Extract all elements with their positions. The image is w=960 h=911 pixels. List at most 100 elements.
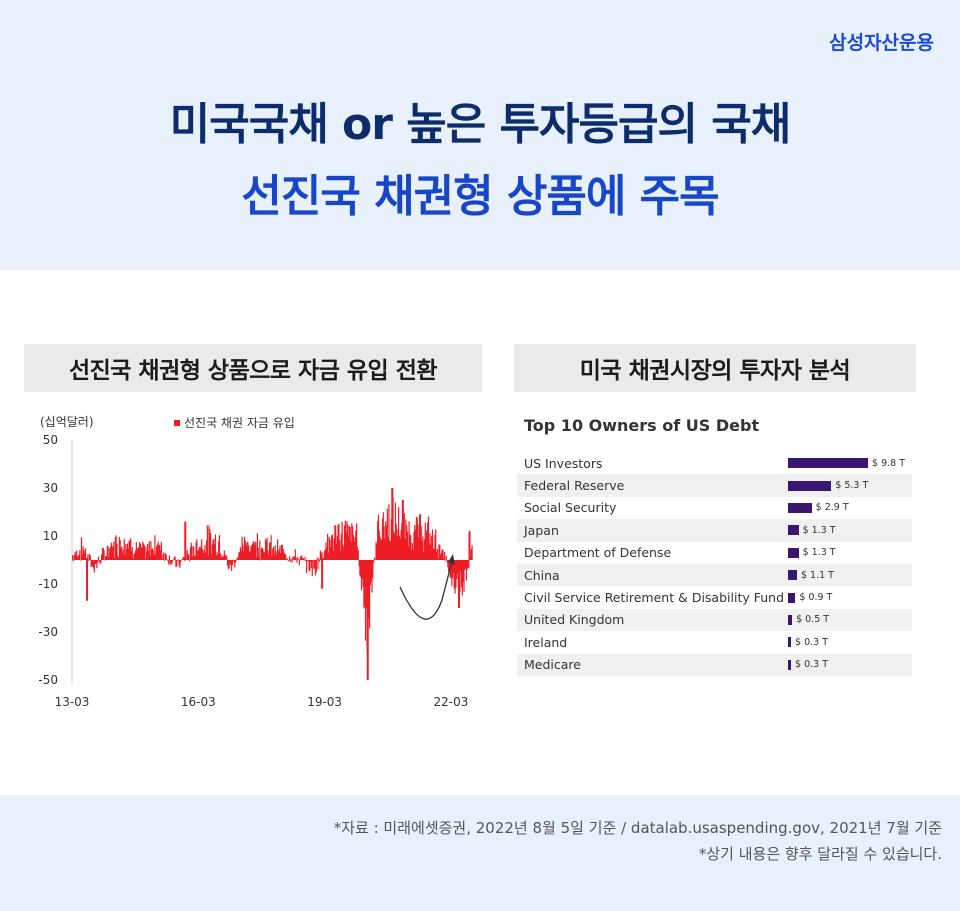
flow-bar bbox=[118, 557, 120, 560]
flow-bar bbox=[338, 523, 340, 560]
flow-bar bbox=[228, 560, 230, 569]
flow-bar bbox=[213, 538, 215, 560]
flow-bar bbox=[151, 549, 153, 560]
flow-bar bbox=[248, 551, 250, 560]
flow-bar bbox=[214, 534, 217, 560]
flow-bar bbox=[151, 548, 154, 560]
flow-bar bbox=[194, 556, 196, 560]
flow-bar bbox=[381, 539, 383, 560]
flow-bar bbox=[330, 547, 332, 560]
flow-bar bbox=[147, 550, 150, 560]
flow-bar bbox=[407, 546, 409, 560]
debt-value-label: $ 0.5 T bbox=[796, 614, 830, 626]
rebound-arrowhead bbox=[448, 554, 455, 565]
flow-bar bbox=[120, 548, 122, 560]
debt-value-bar bbox=[788, 525, 799, 536]
flow-bar bbox=[200, 546, 202, 560]
flow-bar bbox=[87, 554, 89, 560]
flow-bar bbox=[114, 537, 116, 560]
x-tick-label: 13-03 bbox=[55, 695, 90, 709]
flow-bar bbox=[246, 546, 248, 560]
flow-bar bbox=[460, 560, 462, 572]
flow-bar bbox=[88, 560, 90, 562]
flow-bar bbox=[97, 560, 99, 563]
flow-bar bbox=[117, 556, 119, 560]
flow-bar bbox=[160, 541, 162, 560]
flow-bar bbox=[372, 560, 374, 578]
flow-bar bbox=[107, 546, 109, 560]
flow-bar bbox=[364, 560, 366, 607]
flow-bar bbox=[460, 560, 463, 588]
flow-spike-bar bbox=[366, 560, 369, 680]
flow-bar bbox=[288, 560, 290, 562]
flow-bar bbox=[229, 560, 231, 563]
brand-logo-text: 삼성자산운용 bbox=[829, 32, 934, 54]
y-tick-label: -50 bbox=[38, 673, 58, 687]
flow-bar bbox=[239, 547, 242, 560]
flow-bar bbox=[244, 540, 246, 560]
flow-bar bbox=[122, 552, 124, 560]
flow-bar bbox=[92, 560, 95, 569]
flow-bar bbox=[327, 552, 330, 560]
flow-bar bbox=[115, 535, 117, 560]
flow-bar bbox=[170, 560, 172, 563]
flow-bar bbox=[434, 534, 436, 560]
flow-bar bbox=[142, 541, 144, 560]
flow-bar bbox=[81, 554, 83, 560]
flow-bar bbox=[285, 559, 288, 560]
flow-bar bbox=[247, 544, 250, 560]
flow-bar bbox=[413, 531, 415, 560]
flow-bar bbox=[272, 548, 274, 560]
flow-bar bbox=[459, 560, 461, 592]
flow-bar bbox=[209, 528, 211, 560]
flow-bar bbox=[222, 556, 224, 560]
flow-bar bbox=[102, 547, 104, 560]
flow-bar bbox=[315, 560, 317, 573]
flow-bar bbox=[313, 560, 315, 569]
debt-owner-name: Social Security bbox=[524, 500, 617, 516]
flow-bar bbox=[408, 521, 410, 560]
flow-bar bbox=[75, 554, 77, 560]
flow-bar bbox=[145, 546, 147, 560]
flow-bar bbox=[198, 547, 200, 560]
flow-bar bbox=[396, 529, 398, 560]
flow-bar bbox=[344, 520, 346, 560]
flow-bar bbox=[394, 533, 396, 560]
flow-bar bbox=[109, 548, 111, 560]
flow-bar bbox=[157, 541, 159, 560]
flow-bar bbox=[456, 560, 458, 579]
flow-bar bbox=[155, 553, 157, 560]
flow-bar bbox=[267, 550, 269, 560]
flow-bar bbox=[317, 560, 319, 570]
flow-bar bbox=[150, 541, 152, 560]
debt-value-bar bbox=[788, 502, 812, 513]
y-tick-label: -30 bbox=[38, 625, 58, 639]
flow-bar bbox=[414, 529, 417, 560]
flow-bar bbox=[128, 540, 130, 560]
flow-bar bbox=[437, 558, 439, 560]
flow-bar bbox=[426, 530, 428, 560]
flow-bar bbox=[282, 549, 284, 560]
flow-bar bbox=[435, 551, 438, 560]
flow-bar bbox=[184, 560, 186, 561]
debt-value-label: $ 0.3 T bbox=[795, 659, 828, 671]
flow-bar bbox=[416, 517, 418, 560]
debt-row: China $ 1.1 T bbox=[517, 563, 912, 587]
flow-bar bbox=[331, 534, 334, 560]
flow-bar bbox=[104, 559, 106, 561]
flow-bar bbox=[339, 540, 341, 560]
flow-bar bbox=[202, 552, 204, 560]
flow-bar bbox=[319, 550, 321, 560]
flow-bar bbox=[312, 559, 314, 561]
flow-bar bbox=[462, 560, 464, 582]
flow-bar bbox=[255, 542, 257, 560]
flow-bar bbox=[422, 536, 424, 560]
flow-bar bbox=[191, 545, 193, 560]
flow-bar bbox=[444, 560, 447, 561]
debt-value-label: $ 1.1 T bbox=[800, 569, 834, 581]
flow-bar bbox=[164, 560, 166, 561]
flow-bar bbox=[183, 556, 185, 560]
flow-bar bbox=[397, 536, 399, 560]
flow-bar bbox=[147, 544, 149, 560]
flow-bar bbox=[192, 556, 194, 560]
